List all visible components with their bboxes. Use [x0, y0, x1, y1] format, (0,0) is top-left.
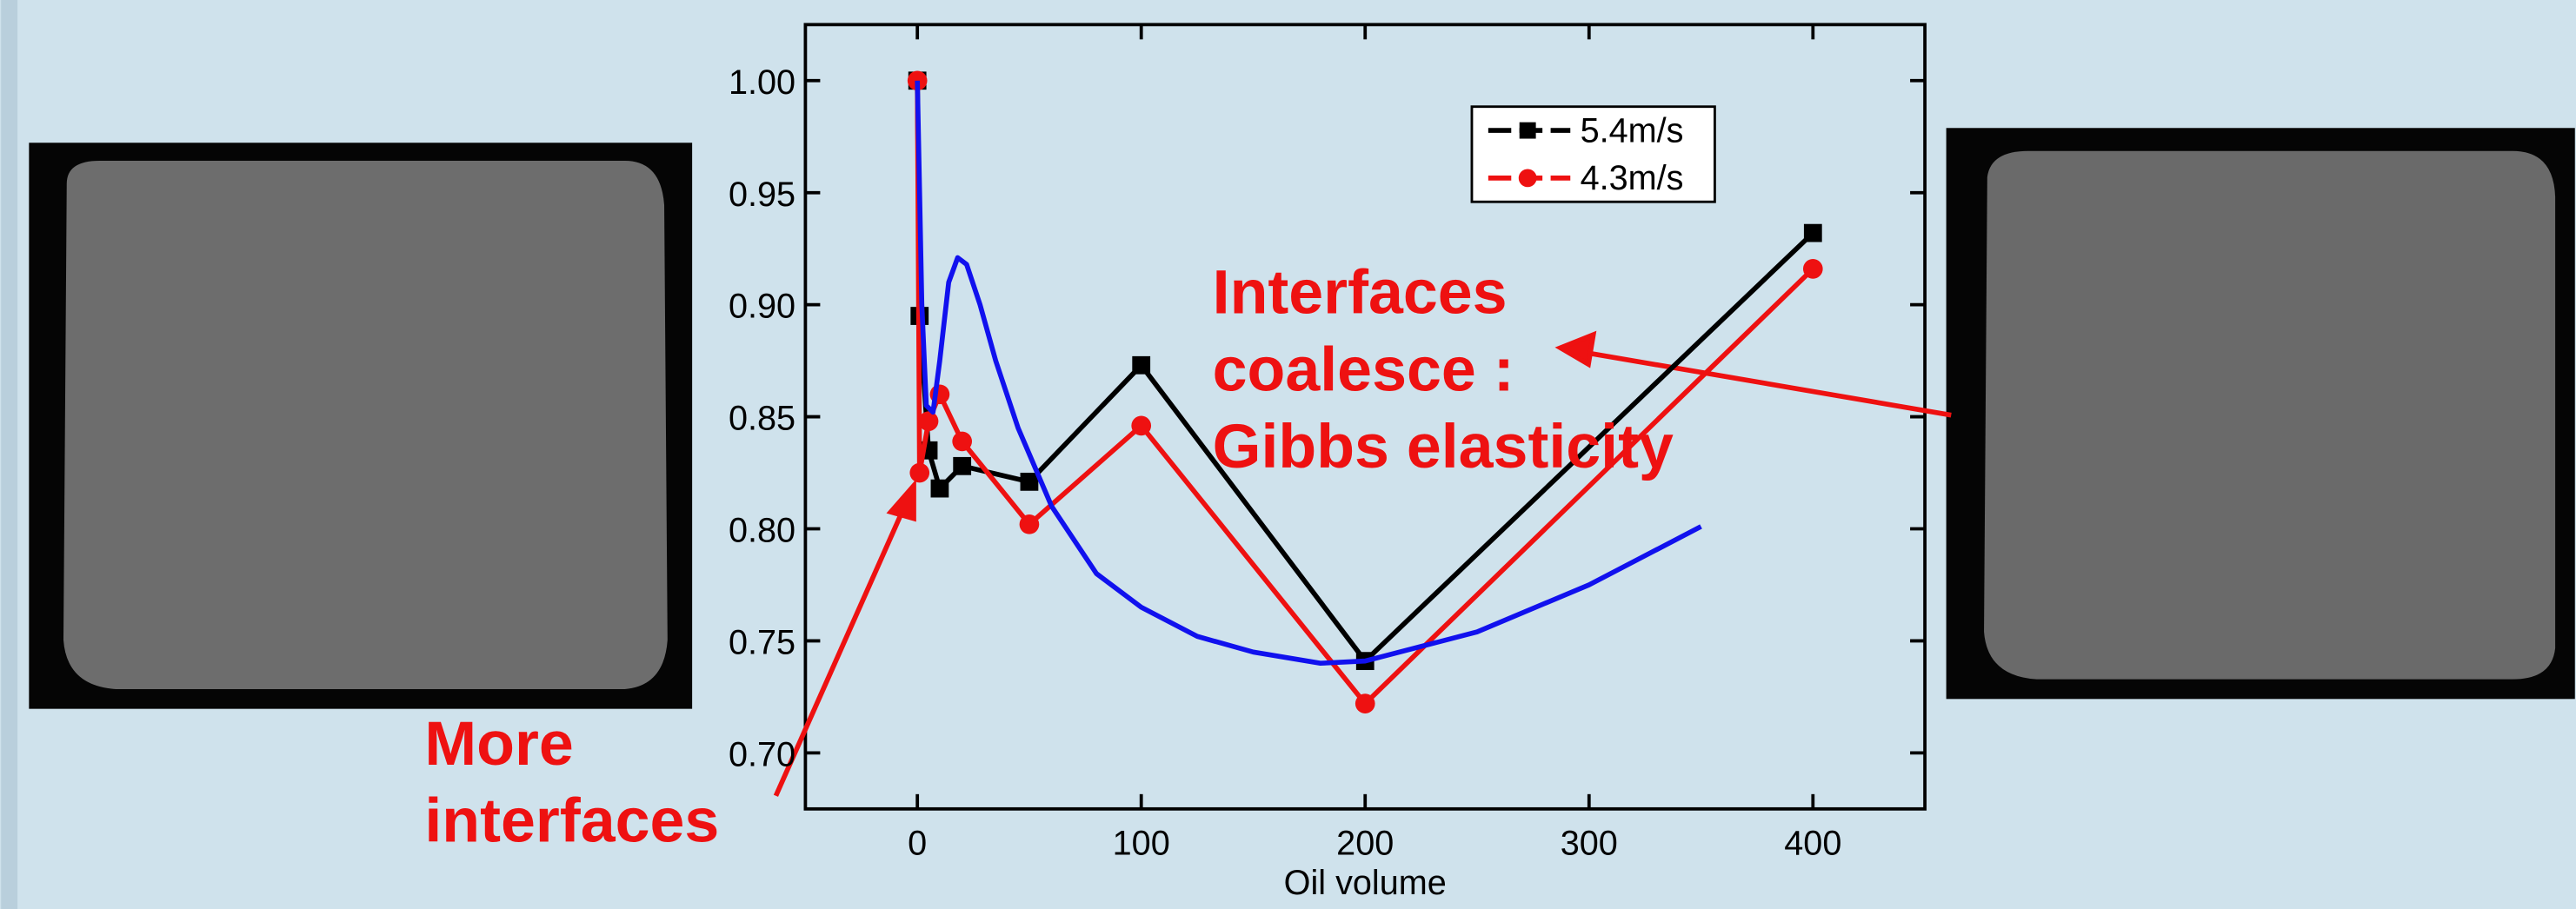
annotation: interfaces [424, 786, 719, 856]
annotation: Gibbs elasticity [1213, 412, 1674, 481]
x-tick-label: 400 [1784, 825, 1841, 863]
y-tick-label: 0.70 [729, 735, 795, 773]
annotation: Interfaces [1213, 258, 1508, 328]
right-photo [1946, 128, 2575, 700]
y-tick-label: 0.90 [729, 288, 795, 326]
x-tick-label: 0 [908, 825, 927, 863]
x-tick-label: 100 [1113, 825, 1170, 863]
annotation: coalesce : [1213, 335, 1514, 404]
y-tick-label: 0.95 [729, 176, 795, 214]
line [915, 80, 1702, 667]
marker [953, 456, 972, 475]
y-tick-label: 0.85 [729, 400, 795, 438]
legend-label: 4.3m/s [1581, 159, 1684, 197]
marker [952, 431, 973, 452]
arrow-line [773, 499, 910, 797]
legend-marker [1518, 169, 1537, 188]
marker [1131, 415, 1152, 436]
x-tick-label: 300 [1561, 825, 1618, 863]
marker [1132, 355, 1151, 375]
marker [1019, 514, 1040, 534]
marker [1020, 472, 1039, 491]
marker [909, 462, 930, 483]
legend-marker [1519, 122, 1536, 139]
arrow-line [1576, 348, 1952, 418]
marker [930, 479, 949, 498]
arrow-head [886, 479, 916, 522]
arrow-head [1554, 330, 1597, 368]
y-tick-label: 1.00 [729, 63, 795, 102]
legend: 5.4m/s 4.3m/s [1470, 105, 1716, 203]
arrows [773, 330, 1952, 797]
x-axis-label: Oil volume [1284, 864, 1447, 902]
legend-box [1470, 105, 1716, 203]
series [915, 80, 1702, 667]
y-tick-label: 0.80 [729, 512, 795, 550]
marker [1802, 259, 1823, 279]
legend-label: 5.4m/s [1581, 111, 1684, 149]
marker [918, 411, 939, 432]
marker [1803, 223, 1822, 242]
series [907, 70, 1823, 713]
annotation: More [424, 709, 573, 779]
photo-screen [63, 161, 668, 689]
x-tick-label: 200 [1336, 825, 1394, 863]
y-tick-label: 0.75 [729, 624, 795, 662]
left-photo [29, 143, 693, 709]
left-edge [1, 0, 18, 909]
marker [1355, 693, 1375, 713]
photo-screen [1984, 150, 2556, 680]
